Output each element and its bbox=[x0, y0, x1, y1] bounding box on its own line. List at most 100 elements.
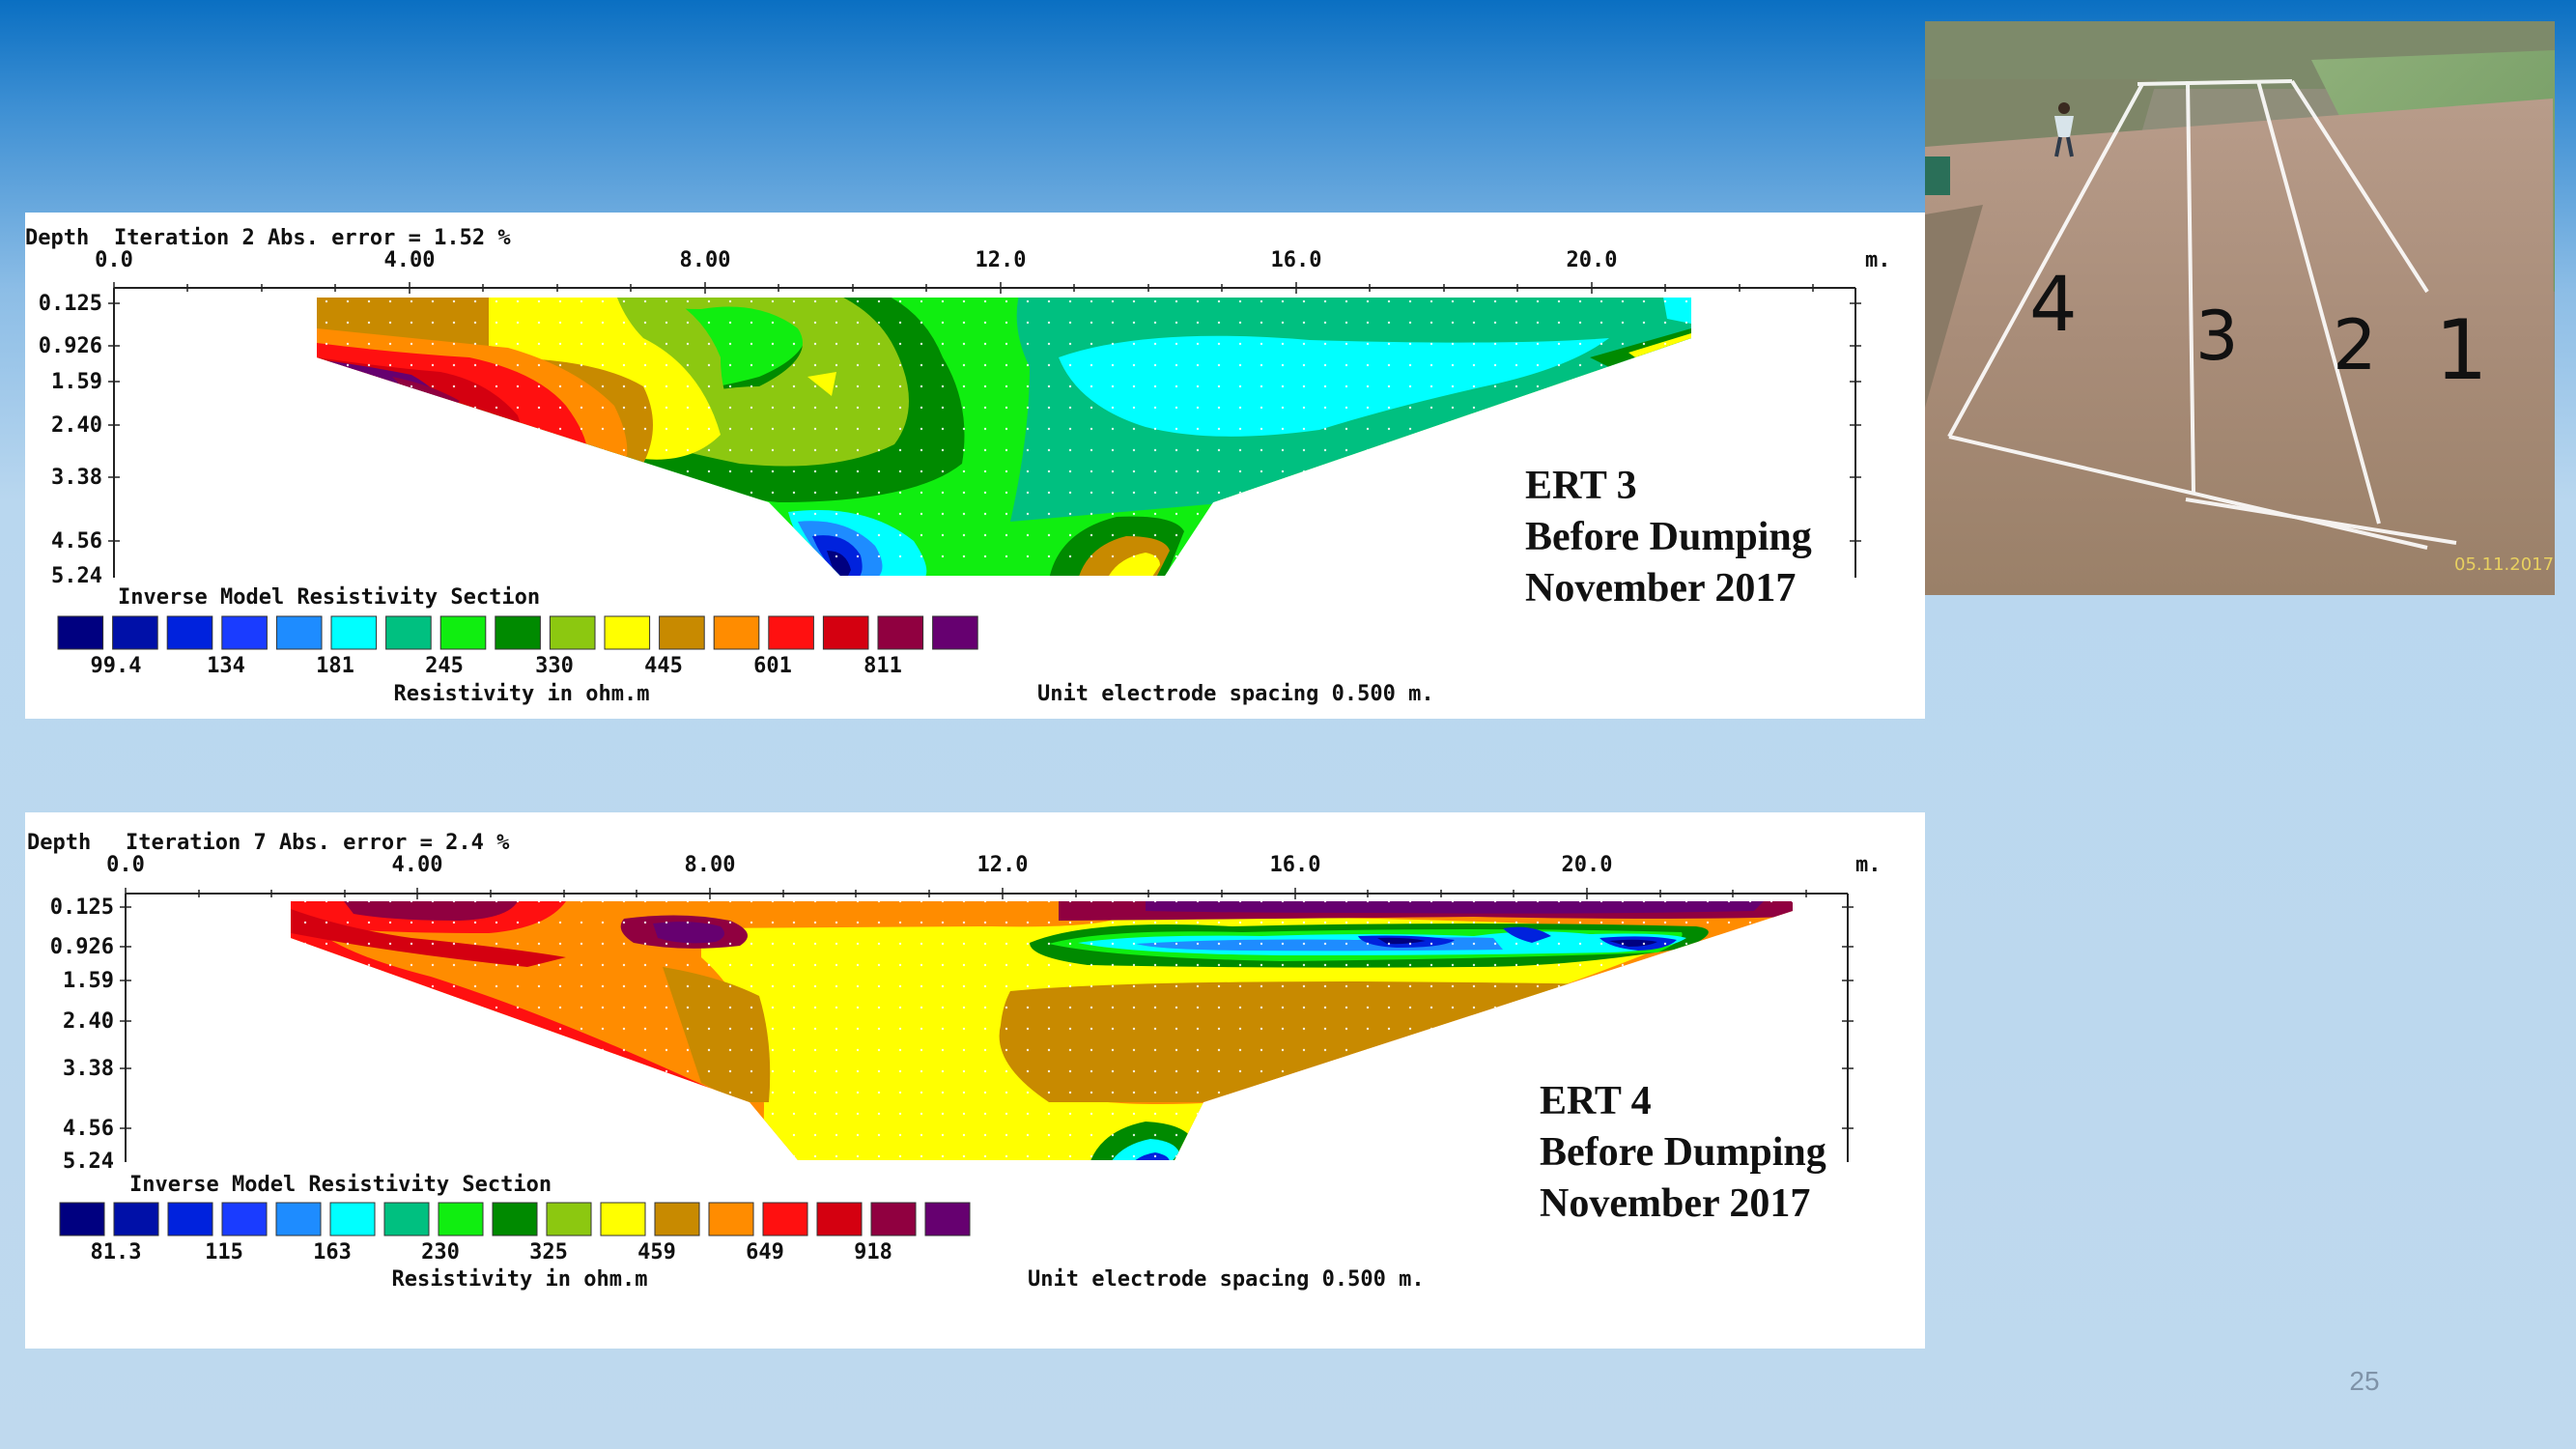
iteration-text: Iteration 2 Abs. error = 1.52 % bbox=[114, 226, 511, 250]
unit-label: m. bbox=[1855, 853, 1882, 877]
depth-tick-labels: 0.125 0.926 1.59 2.40 3.38 4.56 5.24 bbox=[39, 292, 102, 588]
lane-label: 2 bbox=[2333, 304, 2377, 385]
depth-tick-label: 3.38 bbox=[51, 466, 102, 490]
legend-swatch bbox=[932, 615, 978, 650]
legend-swatch bbox=[495, 615, 541, 650]
lane-label: 1 bbox=[2435, 302, 2488, 399]
depth-label: Depth bbox=[25, 226, 89, 250]
x-tick-label: 8.00 bbox=[685, 853, 736, 877]
color-legend bbox=[59, 1202, 971, 1236]
legend-swatch bbox=[549, 615, 596, 650]
legend-swatch bbox=[385, 615, 432, 650]
legend-swatch bbox=[713, 615, 760, 650]
legend-swatch bbox=[275, 615, 323, 650]
depth-tick-labels: 0.125 0.926 1.59 2.40 3.38 4.56 5.24 bbox=[50, 895, 114, 1174]
x-tick-label: 20.0 bbox=[1562, 853, 1613, 877]
legend-swatch bbox=[113, 1202, 159, 1236]
legend-value: 245 bbox=[425, 654, 464, 678]
depth-tick-label: 2.40 bbox=[51, 413, 102, 438]
x-tick-labels: 0.0 4.00 8.00 12.0 16.0 20.0 bbox=[95, 248, 1617, 272]
x-tick-label: 16.0 bbox=[1270, 853, 1321, 877]
depth-tick-label: 5.24 bbox=[63, 1150, 114, 1174]
axes-frame bbox=[113, 287, 1856, 578]
field-photo: 4 3 2 1 05.11.2017 bbox=[1925, 21, 2555, 595]
axis-minor-ticks bbox=[120, 888, 1854, 1129]
depth-tick-label: 0.125 bbox=[50, 895, 114, 920]
legend-swatch bbox=[654, 1202, 700, 1236]
depth-tick-label: 3.38 bbox=[63, 1057, 114, 1081]
legend-swatch bbox=[167, 1202, 213, 1236]
axes-frame bbox=[125, 893, 1849, 1162]
ert4-figure: Depth Iteration 7 Abs. error = 2.4 % m. … bbox=[27, 831, 1882, 1292]
lane-label: 3 bbox=[2195, 297, 2239, 376]
legend-swatch bbox=[112, 615, 158, 650]
legend-value: 115 bbox=[205, 1240, 243, 1264]
legend-swatch bbox=[330, 615, 378, 650]
x-tick-label: 0.0 bbox=[106, 853, 145, 877]
x-tick-label: 8.00 bbox=[680, 248, 731, 272]
legend-swatch bbox=[877, 615, 924, 650]
annotation-line: ERT 4 bbox=[1540, 1079, 1652, 1123]
legend-value: 811 bbox=[863, 654, 902, 678]
legend-swatch bbox=[604, 615, 651, 650]
legend-value-labels: 99.4 134 181 245 330 445 601 811 bbox=[91, 654, 902, 678]
x-tick-label: 0.0 bbox=[95, 248, 133, 272]
ert4-panel: Depth Iteration 7 Abs. error = 2.4 % m. … bbox=[25, 812, 1925, 1349]
depth-tick-label: 5.24 bbox=[51, 564, 102, 588]
legend-value: 325 bbox=[529, 1240, 568, 1264]
depth-tick-label: 0.926 bbox=[50, 935, 114, 959]
legend-value: 134 bbox=[207, 654, 245, 678]
depth-tick-label: 4.56 bbox=[51, 529, 102, 554]
spacing-text: Unit electrode spacing 0.500 m. bbox=[1028, 1267, 1425, 1292]
x-tick-label: 4.00 bbox=[384, 248, 436, 272]
legend-value: 601 bbox=[753, 654, 792, 678]
annotation-line: Before Dumping bbox=[1540, 1130, 1826, 1175]
legend-swatch bbox=[275, 1202, 322, 1236]
lane-label: 4 bbox=[2029, 262, 2078, 349]
depth-label: Depth bbox=[27, 831, 91, 855]
ert3-figure: Depth Iteration 2 Abs. error = 1.52 % m.… bbox=[25, 226, 1891, 706]
legend-swatch bbox=[383, 1202, 430, 1236]
spacing-text: Unit electrode spacing 0.500 m. bbox=[1037, 682, 1434, 706]
depth-tick-label: 1.59 bbox=[63, 969, 114, 993]
section-title: Inverse Model Resistivity Section bbox=[129, 1173, 552, 1197]
legend-swatch bbox=[762, 1202, 808, 1236]
depth-tick-label: 4.56 bbox=[63, 1117, 114, 1141]
legend-swatch bbox=[600, 1202, 646, 1236]
legend-value: 330 bbox=[535, 654, 574, 678]
iteration-text: Iteration 7 Abs. error = 2.4 % bbox=[126, 831, 510, 855]
color-legend bbox=[57, 615, 978, 650]
legend-swatch bbox=[438, 1202, 484, 1236]
depth-tick-label: 0.125 bbox=[39, 292, 102, 316]
ert3-panel: Depth Iteration 2 Abs. error = 1.52 % m.… bbox=[25, 213, 1925, 719]
annotation-line: November 2017 bbox=[1525, 566, 1796, 611]
legend-swatch bbox=[59, 1202, 105, 1236]
slide-page-number: 25 bbox=[2349, 1366, 2380, 1396]
legend-swatch bbox=[57, 615, 104, 650]
legend-swatch bbox=[924, 1202, 971, 1236]
legend-value: 649 bbox=[746, 1240, 784, 1264]
legend-swatch bbox=[708, 1202, 754, 1236]
legend-swatch bbox=[492, 1202, 538, 1236]
legend-axis-label: Resistivity in ohm.m bbox=[394, 682, 650, 706]
annotation-line: Before Dumping bbox=[1525, 515, 1812, 559]
x-tick-label: 12.0 bbox=[977, 853, 1029, 877]
axis-minor-ticks bbox=[108, 282, 1861, 542]
unit-label: m. bbox=[1865, 248, 1891, 272]
legend-axis-label: Resistivity in ohm.m bbox=[392, 1267, 648, 1292]
legend-value: 459 bbox=[637, 1240, 676, 1264]
legend-value: 99.4 bbox=[91, 654, 142, 678]
legend-value: 445 bbox=[644, 654, 683, 678]
legend-swatch bbox=[221, 1202, 268, 1236]
annotation-line: ERT 3 bbox=[1525, 464, 1637, 508]
legend-swatch bbox=[166, 615, 213, 650]
legend-value: 163 bbox=[313, 1240, 352, 1264]
depth-tick-label: 2.40 bbox=[63, 1009, 114, 1034]
legend-swatch bbox=[439, 615, 487, 650]
legend-swatch bbox=[329, 1202, 376, 1236]
legend-swatch bbox=[822, 615, 869, 650]
section-title: Inverse Model Resistivity Section bbox=[118, 585, 540, 610]
legend-value: 81.3 bbox=[91, 1240, 142, 1264]
legend-swatch bbox=[546, 1202, 592, 1236]
legend-value: 918 bbox=[854, 1240, 892, 1264]
